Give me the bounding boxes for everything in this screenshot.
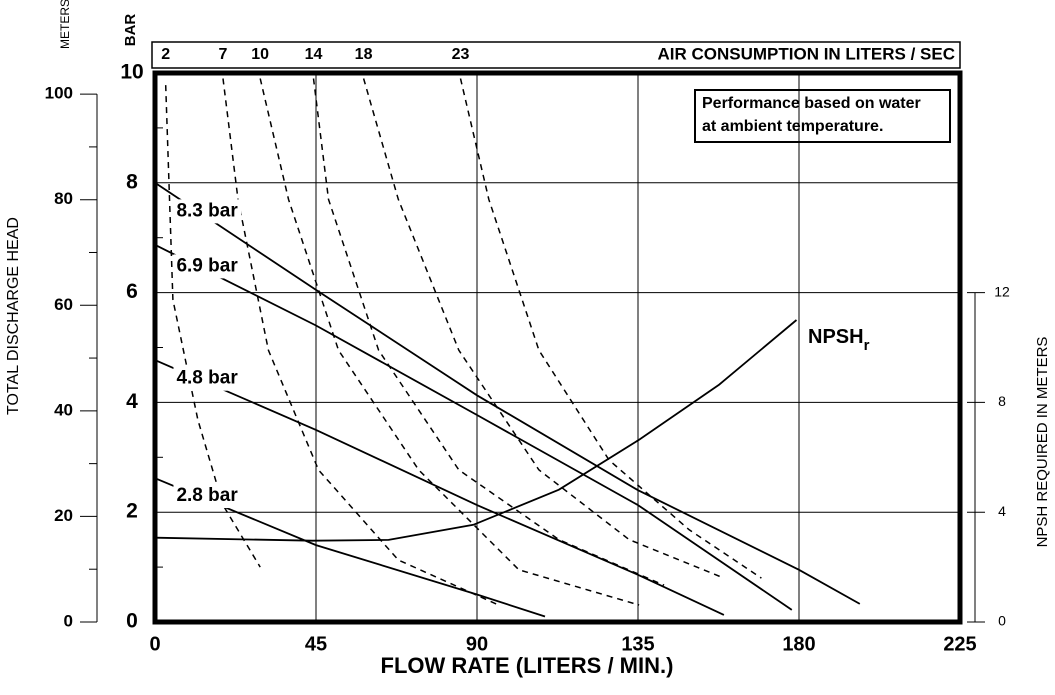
npsh-label-sub: r [864, 337, 870, 354]
series-label-bg [173, 366, 242, 391]
npsh-curve [154, 319, 798, 542]
meters-tick-label: 100 [45, 84, 73, 103]
meters-tick-label: 40 [54, 400, 73, 419]
meters-tick-label: 0 [64, 611, 73, 630]
meters-tick-label: 80 [54, 189, 73, 208]
note-line: at ambient temperature. [702, 118, 883, 135]
air-label: AIR CONSUMPTION IN LITERS / SEC [657, 44, 955, 63]
y-tick-label: 10 [120, 61, 143, 84]
pressure-curve [154, 359, 725, 616]
air-curve [312, 78, 665, 586]
pressure-curve [154, 477, 546, 618]
x-tick-label: 225 [943, 633, 976, 655]
pressure-curve [154, 243, 793, 611]
note-line: Performance based on water [702, 95, 921, 112]
y2-tick-label: 0 [998, 613, 1006, 629]
series-label: 2.8 bar [176, 485, 238, 506]
air-curve [222, 78, 499, 606]
air-curve [164, 85, 261, 568]
pressure-curve [154, 182, 861, 605]
air-curve [459, 78, 762, 579]
air-label: 7 [219, 46, 228, 63]
air-label: 14 [305, 46, 323, 63]
series-label: 6.9 bar [176, 255, 238, 276]
series-label-bg [173, 484, 242, 509]
x-tick-label: 135 [621, 633, 654, 655]
y2-tick-label: 8 [998, 393, 1006, 409]
y-tick-label: 8 [126, 170, 138, 193]
y2-tick-label: 4 [998, 503, 1006, 519]
air-label: 10 [251, 46, 269, 63]
x-tick-label: 0 [149, 633, 160, 655]
meters-tick-label: 20 [54, 506, 73, 525]
air-label: 2 [161, 46, 170, 63]
note-box [694, 89, 951, 143]
air-label: 18 [355, 46, 373, 63]
series-label: 4.8 bar [176, 368, 238, 389]
air-band [151, 41, 961, 69]
air-label: 23 [452, 46, 470, 63]
x-axis-title: FLOW RATE (LITERS / MIN.) [381, 653, 674, 678]
y-axis-title: TOTAL DISCHARGE HEAD [5, 217, 22, 415]
meters-tick-label: 60 [54, 295, 73, 314]
y2-axis-title: NPSH REQUIRED IN METERS [1034, 337, 1051, 548]
series-label-bg [173, 254, 242, 279]
y-tick-label: 6 [126, 280, 138, 303]
series-label: 8.3 bar [176, 200, 238, 221]
plot-frame [152, 70, 963, 625]
x-tick-label: 45 [305, 633, 327, 655]
npsh-label: NPSHr [808, 326, 870, 354]
air-curve [259, 78, 640, 606]
x-tick-label: 180 [782, 633, 815, 655]
bar-unit: BAR [122, 14, 139, 47]
npsh-label-main: NPSH [808, 326, 864, 348]
y-tick-label: 4 [126, 390, 138, 413]
meters-unit: METERS [58, 0, 72, 49]
x-tick-label: 90 [466, 633, 488, 655]
air-curve [362, 78, 725, 579]
y2-tick-label: 12 [994, 283, 1010, 299]
series-label-bg [173, 199, 242, 224]
y-tick-label: 2 [126, 500, 138, 523]
y-tick-label: 0 [126, 610, 138, 633]
